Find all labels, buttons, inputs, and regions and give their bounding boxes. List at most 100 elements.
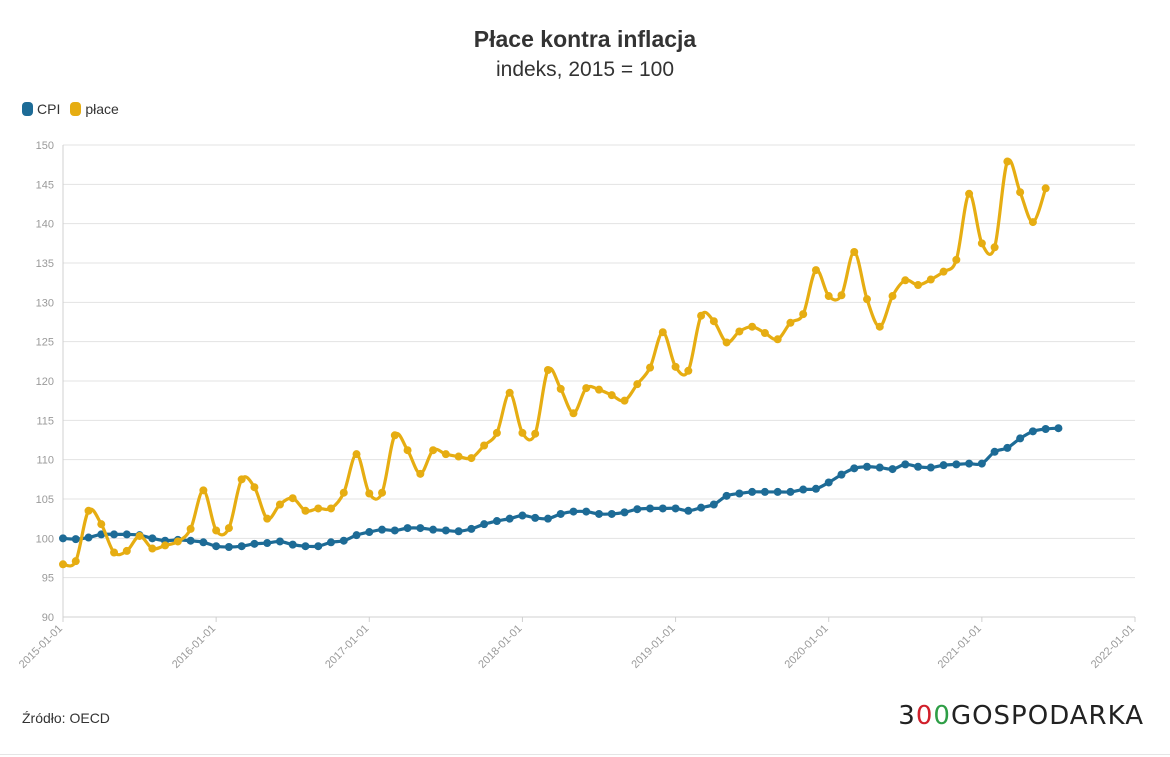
- data-point-cpi: [556, 509, 565, 518]
- data-point-cpi: [620, 508, 629, 517]
- data-point-place: [212, 526, 221, 535]
- data-point-cpi: [748, 487, 757, 496]
- data-point-cpi: [365, 528, 374, 537]
- data-point-cpi: [250, 539, 259, 548]
- data-point-cpi: [518, 511, 527, 520]
- data-point-place: [352, 450, 361, 459]
- legend-swatch-place: [70, 102, 82, 116]
- data-point-cpi: [84, 533, 93, 542]
- y-tick-label: 135: [36, 258, 54, 270]
- x-tick-label: 2020-01-01: [783, 623, 831, 671]
- data-point-place: [939, 267, 948, 276]
- brand-suffix: GOSPODARKA: [950, 701, 1144, 731]
- data-point-place: [110, 548, 119, 557]
- data-point-cpi: [301, 542, 310, 551]
- data-point-cpi: [212, 542, 221, 551]
- data-point-cpi: [863, 462, 871, 471]
- data-point-cpi: [186, 536, 195, 545]
- data-point-place: [531, 429, 540, 438]
- data-point-place: [224, 524, 233, 533]
- y-tick-label: 100: [36, 533, 54, 545]
- data-point-cpi: [1054, 424, 1063, 433]
- data-point-cpi: [467, 524, 476, 533]
- data-point-place: [888, 292, 897, 301]
- data-point-cpi: [263, 539, 272, 548]
- data-point-cpi: [901, 460, 910, 469]
- data-point-cpi: [939, 461, 948, 470]
- chart-title: Płace kontra inflacja: [473, 26, 697, 52]
- data-point-place: [186, 524, 195, 533]
- y-tick-label: 110: [36, 455, 54, 467]
- data-point-place: [122, 546, 131, 555]
- data-point-place: [480, 441, 489, 450]
- data-point-cpi: [709, 500, 718, 509]
- data-point-cpi: [148, 534, 157, 543]
- data-point-cpi: [760, 487, 769, 496]
- data-point-place: [556, 384, 565, 393]
- data-point-place: [697, 311, 706, 320]
- data-point-place: [735, 327, 744, 336]
- data-point-cpi: [684, 506, 693, 515]
- series-line-place: [61, 158, 1048, 568]
- data-point-place: [173, 537, 182, 546]
- data-point-place: [288, 494, 297, 503]
- data-point-place: [824, 292, 833, 301]
- data-point-place: [467, 454, 476, 463]
- data-point-place: [850, 247, 859, 256]
- data-point-cpi: [314, 542, 323, 551]
- data-point-place: [429, 446, 438, 455]
- x-tick-label: 2022-01-01: [1089, 623, 1137, 671]
- y-tick-label: 90: [42, 612, 54, 624]
- x-tick-label: 2018-01-01: [476, 623, 524, 671]
- x-tick-label: 2017-01-01: [323, 623, 371, 671]
- data-point-cpi: [773, 487, 782, 496]
- data-point-cpi: [914, 462, 923, 471]
- data-point-place: [97, 520, 106, 529]
- data-point-place: [786, 318, 795, 327]
- data-point-place: [84, 506, 93, 515]
- data-point-cpi: [224, 542, 233, 551]
- data-point-cpi: [110, 530, 119, 539]
- data-point-place: [607, 391, 616, 400]
- data-point-cpi: [1041, 424, 1050, 433]
- data-point-place: [658, 328, 667, 337]
- data-point-cpi: [952, 460, 961, 469]
- brand-logo: 300GOSPODARKA: [898, 701, 1144, 731]
- data-point-cpi: [59, 534, 67, 543]
- data-point-place: [161, 541, 170, 550]
- data-point-cpi: [429, 525, 438, 534]
- data-point-place: [837, 291, 846, 300]
- data-point-place: [71, 557, 80, 566]
- data-point-cpi: [492, 517, 501, 526]
- data-point-place: [441, 450, 450, 459]
- data-point-place: [952, 255, 961, 264]
- data-point-place: [416, 469, 425, 478]
- data-point-cpi: [97, 530, 106, 539]
- y-tick-label: 145: [36, 179, 54, 191]
- data-point-cpi: [122, 530, 131, 539]
- data-point-place: [914, 281, 923, 290]
- data-point-cpi: [633, 505, 642, 514]
- data-point-cpi: [926, 463, 935, 472]
- data-point-place: [709, 317, 718, 326]
- y-tick-label: 115: [36, 415, 54, 427]
- data-point-place: [275, 500, 284, 509]
- data-point-place: [633, 380, 642, 389]
- data-point-cpi: [71, 535, 80, 544]
- data-point-place: [748, 322, 757, 331]
- legend-item-cpi[interactable]: CPI: [22, 101, 60, 117]
- legend-item-place[interactable]: płace: [70, 101, 119, 117]
- data-point-cpi: [403, 524, 412, 533]
- data-point-cpi: [454, 527, 463, 536]
- data-point-place: [773, 335, 782, 344]
- y-tick-label: 120: [36, 376, 54, 388]
- data-point-place: [1003, 157, 1012, 166]
- legend: CPI płace: [22, 101, 119, 117]
- data-point-cpi: [480, 520, 489, 529]
- data-point-cpi: [531, 513, 540, 522]
- data-point-place: [378, 488, 387, 497]
- data-point-cpi: [811, 484, 820, 493]
- data-point-place: [926, 275, 935, 284]
- data-point-place: [339, 488, 348, 497]
